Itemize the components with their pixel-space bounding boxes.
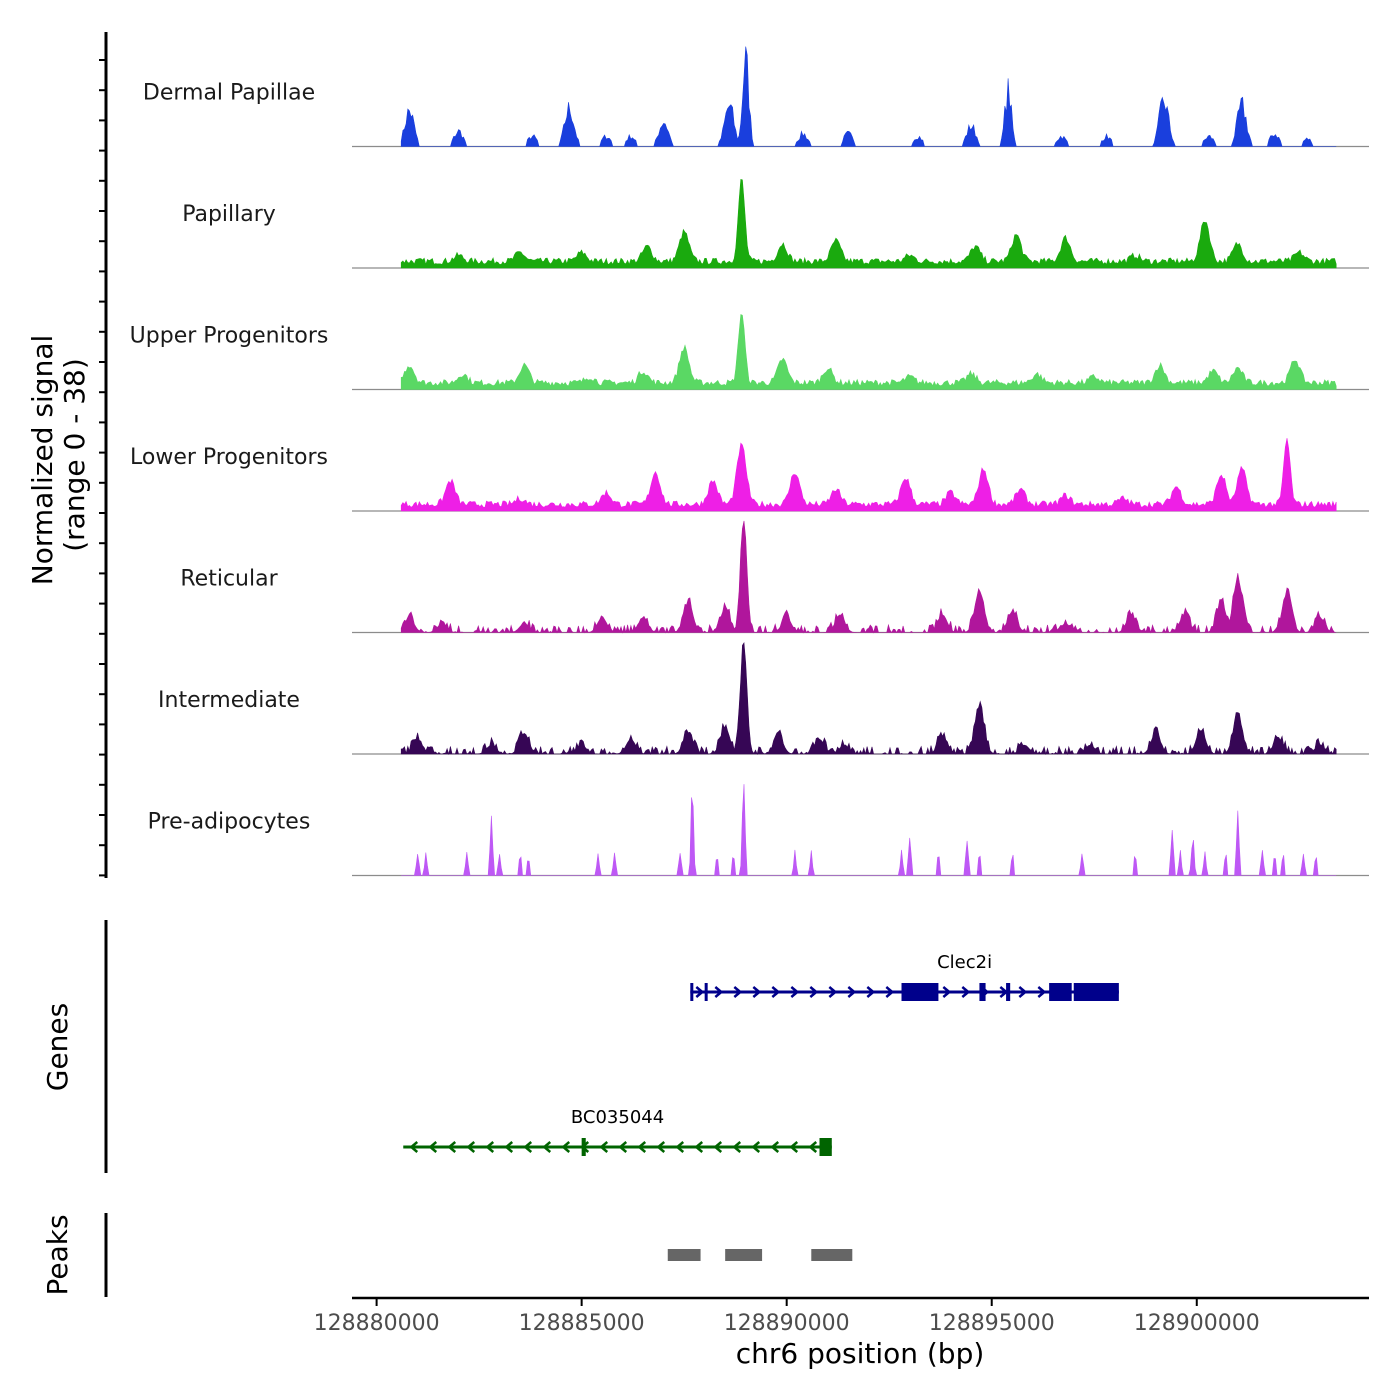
strand-arrow [409,1141,419,1153]
gene-name-label: Clec2i [937,952,992,973]
track-signal-area [400,520,1337,634]
strand-arrow [942,986,952,998]
signal-ylabel-line2: (range 0 - 38) [58,358,91,552]
gene-exon [1073,983,1119,1001]
strand-arrow [485,1141,495,1153]
strand-arrow [866,986,876,998]
track-label: Upper Progenitors [130,324,329,349]
track-label: Lower Progenitors [130,445,328,470]
gene-exon [704,983,708,1001]
x-tick-label: 128885000 [519,1311,645,1336]
x-tick-label: 128880000 [314,1311,440,1336]
peak-region [725,1249,763,1261]
strand-arrow [695,986,705,998]
strand-arrow [694,1141,704,1153]
track-label: Reticular [180,567,278,592]
strand-arrow [675,1141,685,1153]
peak-region [667,1249,701,1261]
x-axis-ticks: 128880000 128885000 128890000 128895000 1289… [314,1298,1260,1336]
x-tick-label: 128900000 [1134,1311,1260,1336]
track-label: Pre-adipocytes [148,810,311,835]
signal-tracks: Dermal Papillae Papillary Upper Progenitor… [130,46,1369,877]
genes-panel-label: Genes [41,1003,74,1091]
gene-exon [690,983,694,1001]
strand-arrow [447,1141,457,1153]
strand-arrow [771,986,781,998]
gene-exon [1049,983,1072,1001]
strand-arrow [504,1141,514,1153]
gene-annotations: Clec2i BC035044 [403,952,1119,1156]
track-label: Papillary [182,202,276,227]
strand-arrow [751,1141,761,1153]
strand-arrow [847,986,857,998]
strand-arrow [809,986,819,998]
strand-arrow [733,986,743,998]
x-tick-label: 128895000 [929,1311,1055,1336]
strand-arrow [885,986,895,998]
gene-exon [901,983,939,1001]
track-signal-area [400,46,1337,147]
x-tick-label: 128890000 [724,1311,850,1336]
gene-exon [1006,983,1011,1001]
strand-arrow [656,1141,666,1153]
track-signal-area [400,314,1337,390]
track-signal-area [400,642,1337,756]
signal-ylabel-line1: Normalized signal [26,335,59,586]
strand-arrow [732,1141,742,1153]
strand-arrow [714,986,724,998]
peak-region [811,1249,853,1261]
peaks-panel-label: Peaks [41,1214,74,1295]
x-axis-title: chr6 position (bp) [736,1337,985,1370]
track-label: Dermal Papillae [143,81,315,106]
strand-arrow [1018,986,1028,998]
strand-arrow [428,1141,438,1153]
track-signal-area [400,438,1337,512]
track-signal-area [400,179,1337,269]
strand-arrow [808,1141,818,1153]
strand-arrow [561,1141,571,1153]
strand-arrow [599,1141,609,1153]
strand-arrow [789,1141,799,1153]
gene-exon [819,1138,832,1156]
strand-arrow [828,986,838,998]
strand-arrow [618,1141,628,1153]
strand-arrow [542,1141,552,1153]
gene-name-label: BC035044 [571,1107,664,1128]
track-signal-area [401,784,1337,876]
strand-arrow [1037,986,1047,998]
gene-exon [979,983,986,1001]
track-label: Intermediate [158,688,300,713]
strand-arrow [752,986,762,998]
strand-arrow [466,1141,476,1153]
peak-regions [667,1249,853,1261]
strand-arrow [790,986,800,998]
gene-exon [581,1138,586,1156]
strand-arrow [713,1141,723,1153]
signal-y-axis [99,32,108,878]
strand-arrow [637,1141,647,1153]
strand-arrow [770,1141,780,1153]
strand-arrow [523,1141,533,1153]
strand-arrow [961,986,971,998]
